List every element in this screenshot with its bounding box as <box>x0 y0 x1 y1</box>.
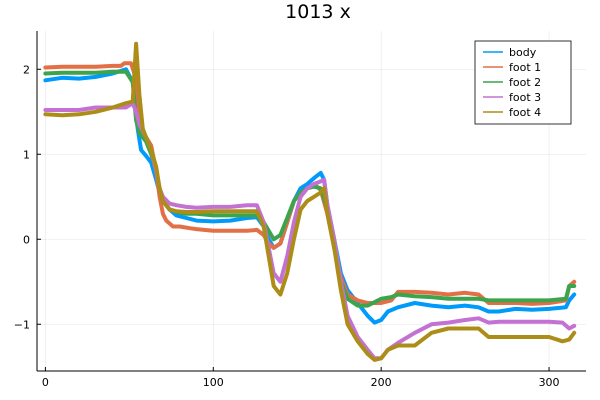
y-tick-label: 1 <box>23 148 30 161</box>
x-tick-label: 300 <box>539 376 560 389</box>
y-tick-label: 2 <box>23 63 30 76</box>
legend-label: foot 4 <box>509 106 541 119</box>
legend-label: foot 3 <box>509 91 541 104</box>
chart-title: 1013 x <box>285 1 351 23</box>
x-tick-label: 100 <box>203 376 224 389</box>
axes <box>36 31 586 372</box>
legend: body foot 1 foot 2 foot 3 foot 4 <box>474 40 572 125</box>
legend-label: foot 2 <box>509 76 541 89</box>
x-tick-label: 0 <box>42 376 49 389</box>
series-line-foot-2 <box>43 69 577 308</box>
tick-labels: 0 100 200 300 2 1 0 −1 <box>14 63 560 389</box>
series-line-foot-3 <box>43 101 577 361</box>
y-tick-label: −1 <box>14 318 30 331</box>
x-tick-label: 200 <box>371 376 392 389</box>
legend-label: foot 1 <box>509 61 541 74</box>
legend-label: body <box>509 46 537 59</box>
series-line-foot-4 <box>43 41 577 362</box>
y-tick-label: 0 <box>23 233 30 246</box>
series-lines <box>43 41 577 362</box>
